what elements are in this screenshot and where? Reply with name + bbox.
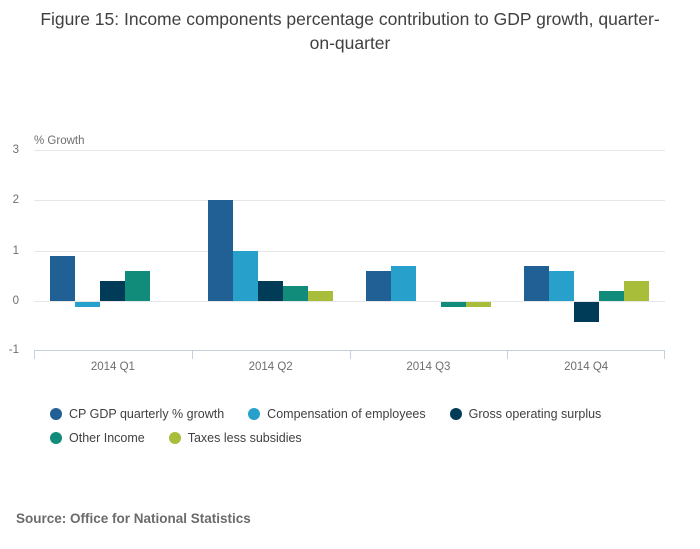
legend-label: Other Income	[69, 431, 145, 445]
legend-label: Gross operating surplus	[468, 407, 602, 421]
bar-gross-operating-surplus-2014-q1	[100, 280, 126, 301]
x-axis-labels: 2014 Q1 2014 Q2 2014 Q3 2014 Q4	[34, 361, 665, 377]
bar-compensation-of-employees-2014-q4	[548, 270, 574, 301]
axis-tick	[664, 350, 665, 359]
legend-item: CP GDP quarterly % growth	[50, 407, 224, 421]
bar-taxes-less-subsidies-2014-q4	[623, 280, 649, 301]
gridline	[34, 250, 665, 252]
gridline	[34, 300, 665, 302]
bar-other-income-2014-q2	[283, 285, 309, 301]
legend-marker-icon	[50, 432, 62, 444]
legend-marker-icon	[248, 408, 261, 420]
axis-tick	[349, 350, 351, 359]
bar-other-income-2014-q3	[440, 301, 466, 307]
y-axis-labels: 3 2 1 0 -1	[0, 0, 20, 549]
legend-item: Compensation of employees	[248, 407, 426, 421]
bar-compensation-of-employees-2014-q2	[233, 250, 259, 301]
y-tick-label: 3	[12, 144, 19, 156]
bar-other-income-2014-q4	[598, 290, 624, 301]
bar-taxes-less-subsidies-2014-q2	[308, 290, 334, 301]
legend-marker-icon	[168, 432, 181, 444]
bar-cp-gdp-quarterly-growth-2014-q3	[365, 270, 391, 301]
y-tick-label: 2	[12, 194, 19, 207]
legend-label: CP GDP quarterly % growth	[69, 407, 225, 421]
legend-label: Compensation of employees	[267, 407, 426, 421]
legend-item: Gross operating surplus	[449, 407, 602, 421]
x-tick-label: 2014 Q3	[406, 361, 451, 373]
bar-other-income-2014-q1	[125, 270, 151, 301]
bar-compensation-of-employees-2014-q1	[75, 301, 101, 307]
y-axis-title: % Growth	[34, 135, 85, 147]
legend-label: Taxes less subsidies	[187, 431, 302, 445]
gridline	[34, 150, 665, 151]
y-tick-label: 1	[12, 244, 19, 257]
x-tick-label: 2014 Q1	[90, 361, 135, 373]
axis-tick	[34, 350, 35, 359]
source-note: Source: Office for National Statistics	[16, 511, 251, 526]
axis-tick	[191, 350, 193, 359]
legend-item: Taxes less subsidies	[168, 431, 302, 445]
bar-gross-operating-surplus-2014-q2	[258, 280, 284, 301]
bar-taxes-less-subsidies-2014-q3	[465, 301, 491, 307]
chart-title: Figure 15: Income components percentage …	[40, 9, 660, 53]
x-tick-label: 2014 Q2	[248, 361, 293, 373]
legend-marker-icon	[50, 408, 62, 420]
x-tick-label: 2014 Q4	[564, 361, 609, 373]
y-tick-label: 0	[12, 294, 19, 307]
axis-tick	[507, 350, 509, 359]
bar-cp-gdp-quarterly-growth-2014-q4	[523, 265, 549, 301]
legend-item: Other Income	[50, 431, 145, 445]
y-tick-label: -1	[8, 344, 19, 356]
legend: CP GDP quarterly % growth Compensation of…	[50, 407, 662, 445]
bar-compensation-of-employees-2014-q3	[390, 265, 416, 301]
plot-area	[34, 150, 665, 359]
legend-marker-icon	[449, 408, 462, 420]
bar-cp-gdp-quarterly-growth-2014-q1	[50, 255, 76, 301]
bar-cp-gdp-quarterly-growth-2014-q2	[208, 200, 234, 301]
gridline	[34, 200, 665, 202]
bar-gross-operating-surplus-2014-q4	[573, 301, 599, 322]
